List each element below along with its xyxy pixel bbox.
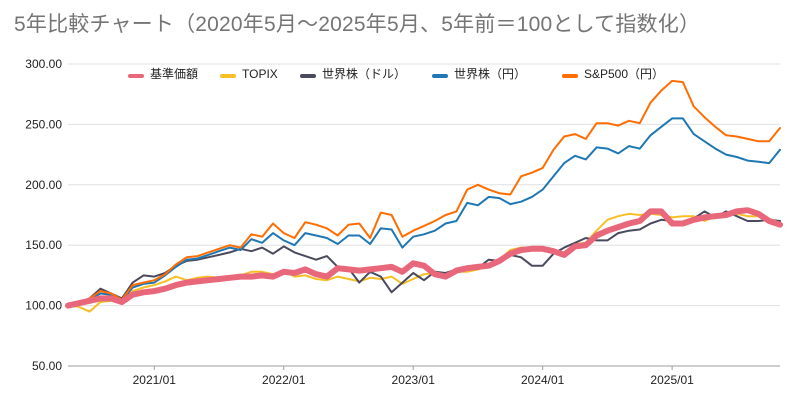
- y-tick-label: 100.00: [25, 299, 62, 313]
- legend-swatch-4: [562, 74, 578, 78]
- legend-swatch-0: [128, 74, 144, 78]
- x-tick-label: 2022/01: [262, 373, 306, 387]
- y-tick-label: 200.00: [25, 178, 62, 192]
- x-tick-label: 2021/01: [133, 373, 177, 387]
- legend-label-2: 世界株（ドル）: [322, 66, 406, 81]
- x-tick-label: 2023/01: [392, 373, 436, 387]
- series-line-3: [67, 117, 781, 307]
- y-tick-label: 50.00: [32, 359, 62, 373]
- y-tick-label: 150.00: [25, 238, 62, 252]
- y-tick-label: 250.00: [25, 117, 62, 131]
- legend-label-4: S&P500（円）: [584, 67, 664, 81]
- x-tick-label: 2025/01: [650, 373, 694, 387]
- series-line-0: [65, 207, 783, 309]
- legend-label-3: 世界株（円）: [454, 66, 526, 81]
- chart-title: 5年比較チャート（2020年5月〜2025年5月、5年前＝100として指数化）: [14, 13, 701, 36]
- x-tick-label: 2024/01: [521, 373, 565, 387]
- legend-label-1: TOPIX: [242, 67, 278, 81]
- legend-swatch-1: [220, 74, 236, 78]
- series-line-4: [67, 79, 781, 307]
- y-tick-label: 300.00: [25, 57, 62, 71]
- legend-swatch-3: [432, 74, 448, 78]
- legend-label-0: 基準価額: [150, 66, 198, 81]
- legend-swatch-2: [300, 74, 316, 78]
